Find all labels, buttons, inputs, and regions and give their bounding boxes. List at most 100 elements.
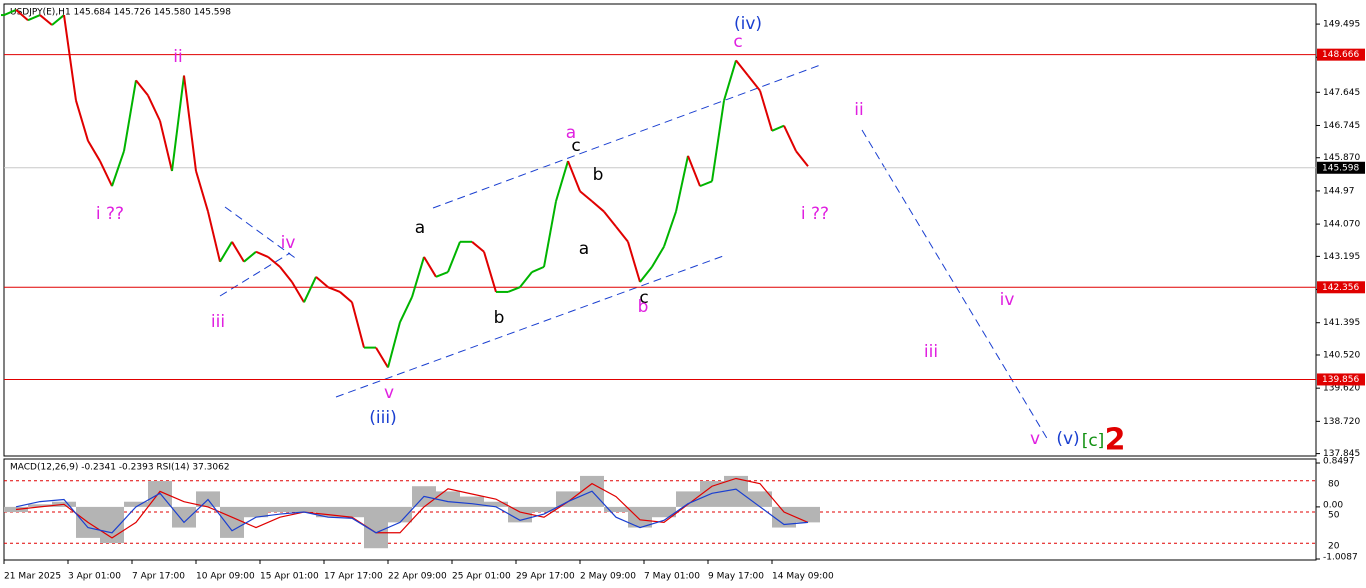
channel-upper	[432, 63, 824, 209]
price-segment	[759, 90, 773, 132]
macd-bar	[4, 506, 28, 513]
current-price-label: 145.598	[1322, 163, 1359, 173]
level-label: 139.856	[1322, 375, 1359, 385]
macd-bar	[268, 506, 292, 513]
y2-tick-label: 20	[1328, 542, 1340, 552]
price-segment	[315, 276, 329, 288]
price-segment	[303, 276, 317, 303]
price-panel	[3, 3, 1317, 457]
time-label: 9 May 17:00	[708, 572, 764, 582]
price-segment	[531, 265, 545, 273]
wave-label: c	[571, 136, 580, 156]
price-segment	[399, 296, 413, 323]
wave-label: b	[638, 297, 649, 317]
price-segment	[51, 14, 65, 26]
level-label: 148.666	[1322, 50, 1359, 60]
macd-bar	[604, 506, 628, 513]
price-segment	[471, 241, 485, 253]
time-label: 2 May 09:00	[580, 572, 636, 582]
price-segment	[699, 180, 713, 188]
wave-label: c	[639, 288, 648, 308]
time-label: 22 Apr 09:00	[388, 572, 447, 582]
price-segment	[207, 211, 221, 262]
wave-label: [c]	[1082, 431, 1105, 451]
level-box	[1317, 48, 1365, 61]
signal-line	[15, 477, 809, 539]
y-tick-label: 0.8497	[1323, 457, 1355, 467]
y-tick-label: 137.845	[1323, 449, 1360, 459]
wave-label: b	[494, 308, 505, 328]
price-segment	[447, 241, 461, 273]
price-segment	[747, 74, 761, 92]
indicator-title: MACD(12,26,9) -0.2341 -0.2393 RSI(14) 37…	[10, 463, 230, 473]
price-segment	[159, 120, 173, 172]
price-segment	[783, 125, 797, 152]
macd-bar	[628, 506, 652, 528]
level-box	[1317, 373, 1365, 386]
y-tick-label: 144.97	[1323, 186, 1355, 196]
macd-bar	[700, 481, 724, 507]
rsi-line	[15, 488, 809, 534]
price-segment	[195, 170, 209, 212]
level-box	[1317, 281, 1365, 294]
y-tick-label: 143.195	[1323, 252, 1360, 262]
price-segment	[639, 266, 653, 283]
price-segment	[519, 271, 533, 288]
price-segment	[135, 79, 149, 97]
price-segment	[543, 201, 557, 268]
price-segment	[423, 256, 437, 278]
y-tick-label: 140.520	[1323, 350, 1360, 360]
y-tick-label: 0.00	[1323, 500, 1343, 510]
y2-tick-label: 80	[1328, 479, 1340, 489]
y-tick-label: 139.620	[1323, 384, 1360, 394]
channel-lower	[335, 254, 727, 398]
price-segment	[435, 271, 449, 278]
price-segment	[675, 155, 689, 212]
y-tick-label: 146.745	[1323, 121, 1360, 131]
time-label: 7 Apr 17:00	[132, 572, 185, 582]
macd-bar	[556, 491, 580, 507]
macd-bar	[220, 506, 244, 538]
price-segment	[15, 9, 29, 21]
price-segment	[99, 160, 113, 187]
price-segment	[87, 140, 101, 162]
price-segment	[123, 80, 137, 152]
price-segment	[627, 241, 641, 283]
price-segment	[351, 302, 365, 348]
macd-bar	[172, 506, 196, 528]
time-label: 25 Apr 01:00	[452, 572, 511, 582]
time-label: 29 Apr 17:00	[516, 572, 575, 582]
price-segment	[183, 75, 197, 172]
price-segment	[591, 200, 605, 213]
wave-label: c	[733, 32, 742, 52]
price-segment	[243, 250, 257, 263]
macd-bar	[796, 506, 820, 523]
price-segment	[3, 8, 17, 16]
wave-label: iv	[281, 233, 296, 253]
price-segment	[291, 281, 305, 303]
macd-bar	[316, 506, 340, 518]
channel-lines	[219, 63, 1049, 441]
price-segment	[63, 14, 77, 101]
price-segment	[711, 100, 725, 182]
macd-bar	[484, 501, 508, 507]
macd-bar	[532, 506, 556, 513]
wave-label: i ??	[801, 204, 829, 224]
triangle-lower	[219, 252, 291, 297]
y-tick-label: 138.720	[1323, 417, 1360, 427]
wave-label: (iii)	[369, 408, 396, 428]
price-segment	[567, 160, 581, 192]
wave-label: iii	[924, 342, 938, 362]
price-segment	[771, 124, 785, 132]
price-segment	[279, 266, 293, 283]
price-segment	[603, 210, 617, 228]
price-segment	[231, 241, 245, 263]
wave-label: ii	[854, 100, 863, 120]
macd-bar	[340, 506, 364, 518]
y-tick-label: 145.870	[1323, 153, 1360, 163]
macd-bar	[460, 496, 484, 507]
time-label: 17 Apr 17:00	[324, 572, 383, 582]
price-segment	[375, 347, 389, 369]
wave-label: ii	[173, 47, 182, 67]
